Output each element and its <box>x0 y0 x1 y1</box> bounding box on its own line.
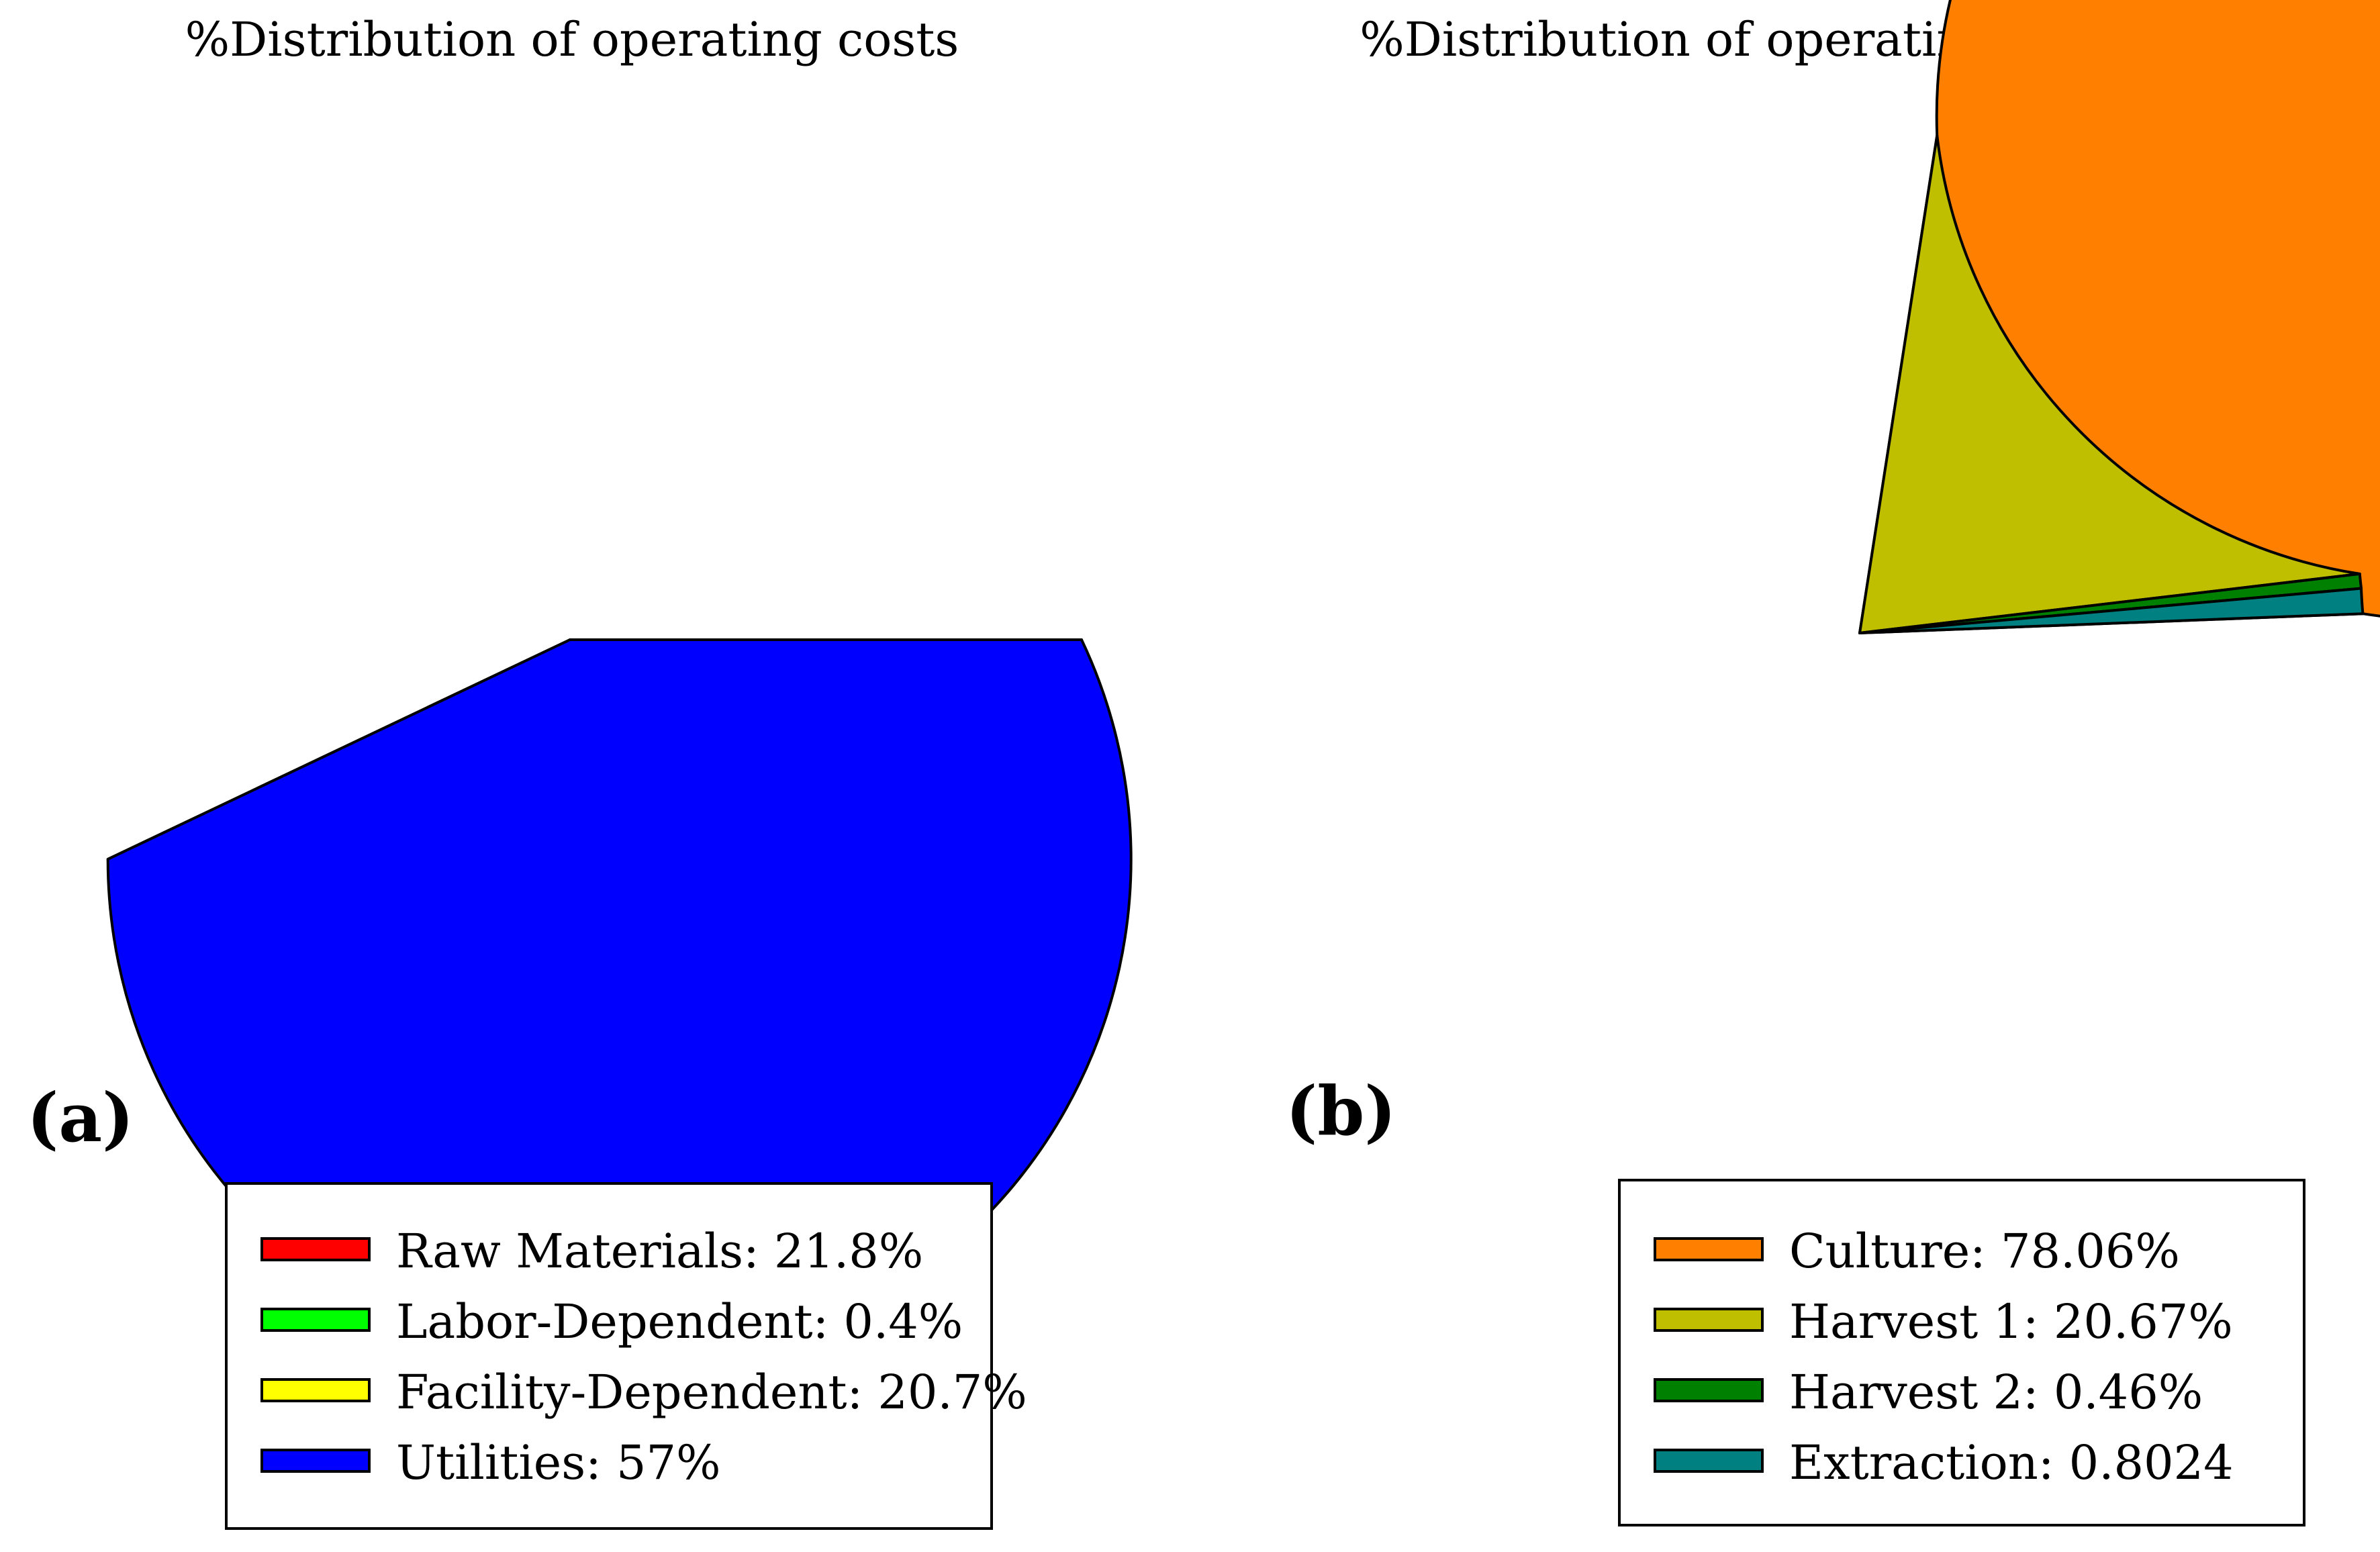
chart-b-legend-label-1: Harvest 1: 20.67% <box>1789 1294 2233 1349</box>
chart-a-legend-swatch-2 <box>260 1378 371 1402</box>
chart-a-legend-label-1: Labor-Dependent: 0.4% <box>396 1294 963 1349</box>
chart-b-legend-label-3: Extraction: 0.8024 <box>1789 1435 2234 1490</box>
chart-b-slice-extraction <box>1858 587 2365 634</box>
chart-a-legend-label-2: Facility-Dependent: 20.7% <box>396 1365 1027 1420</box>
chart-a-title: %Distribution of operating costs <box>185 12 959 67</box>
chart-b-slices <box>1858 0 2380 634</box>
chart-a-legend-label-3: Utilities: 57% <box>396 1435 721 1490</box>
chart-b-panel-label: (b) <box>1286 1071 1396 1151</box>
chart-b-legend: Culture: 78.06% Harvest 1: 20.67% Harves… <box>1654 1224 2234 1490</box>
chart-b-legend-swatch-0 <box>1654 1237 1764 1261</box>
chart-a-panel-label: (a) <box>27 1078 134 1157</box>
chart-a-legend-swatch-3 <box>260 1449 371 1473</box>
chart-b-legend-swatch-2 <box>1654 1378 1764 1402</box>
chart-a-legend-swatch-0 <box>260 1237 371 1261</box>
chart-a-legend: Raw Materials: 21.8% Labor-Dependent: 0.… <box>260 1224 1027 1490</box>
chart-a-legend-swatch-1 <box>260 1308 371 1332</box>
chart-b-legend-label-0: Culture: 78.06% <box>1789 1224 2180 1279</box>
chart-b-legend-swatch-3 <box>1654 1449 1764 1473</box>
chart-b-legend-label-2: Harvest 2: 0.46% <box>1789 1365 2203 1420</box>
chart-b-slice-harvest-1 <box>1858 134 2361 634</box>
chart-panel-b: %Distribution of operating costs by stag… <box>1286 0 2380 1526</box>
chart-a-legend-label-0: Raw Materials: 21.8% <box>396 1224 923 1279</box>
chart-b-legend-swatch-1 <box>1654 1308 1764 1332</box>
chart-panel-a: %Distribution of operating costs (a) Raw… <box>27 12 1133 1530</box>
